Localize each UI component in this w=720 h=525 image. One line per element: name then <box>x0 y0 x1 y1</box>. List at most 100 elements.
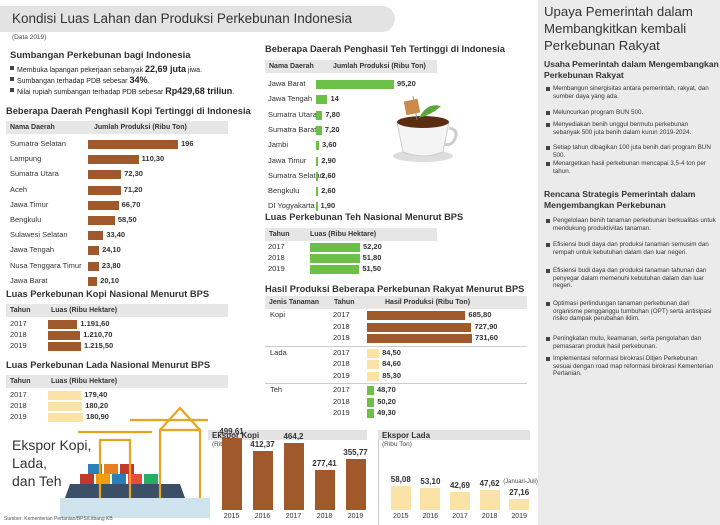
ekspor-kopi-bar <box>283 443 304 510</box>
teh-daerah-row-value: 3,60 <box>321 140 337 150</box>
kopi-daerah-col1: Nama Daerah <box>10 124 55 131</box>
hasil-value: 84,60 <box>382 359 401 368</box>
kopi-daerah-row-bar <box>88 185 121 195</box>
kopi-daerah-row-value: 66,70 <box>121 199 141 209</box>
hasil-year: 2017 <box>333 310 350 319</box>
kopi-luas-row-label: 2018 <box>10 330 27 340</box>
bullet-dot <box>10 88 14 92</box>
ekspor-title-1: Ekspor Kopi, <box>12 437 92 453</box>
lada-luas-row-label: 2017 <box>10 390 27 399</box>
sumbangan-value: 34% <box>129 75 148 85</box>
ekspor-kopi-header-band <box>208 430 367 440</box>
hasil-group-name: Kopi <box>270 310 286 319</box>
kopi-luas-row-bar <box>48 331 81 341</box>
kopi-daerah-row-value: 110,30 <box>141 154 165 164</box>
ekspor-title-2: Lada, <box>12 455 48 471</box>
usaha-item: Menyediakan benih unggul bermutu perkebu… <box>546 121 716 136</box>
teh-daerah-row: Bengkulu 2,60 <box>268 185 568 197</box>
hasil-value: 727,90 <box>474 321 498 331</box>
hasil-value: 685,80 <box>468 310 492 319</box>
teh-daerah-row-value: 2,60 <box>321 170 336 180</box>
header-band: Kondisi Luas Lahan dan Produksi Perkebun… <box>0 0 538 41</box>
lada-luas-row-bar <box>48 413 83 423</box>
ekspor-lada-year: 2015 <box>393 513 409 520</box>
teh-daerah-row-label: Bengkulu <box>268 186 300 196</box>
teh-luas-row-bar <box>310 243 360 252</box>
ekspor-lada-bar <box>450 492 470 510</box>
kopi-daerah-row-value: 196 <box>181 139 194 148</box>
kopi-daerah-row: Jawa Barat 20,10 <box>10 275 310 287</box>
ekspor-lada-value: 53,10 <box>420 477 441 487</box>
ekspor-lada-bar <box>390 486 411 510</box>
kopi-luas-col2: Luas (Ribu Hektare) <box>51 307 118 314</box>
kopi-daerah-row-bar <box>88 231 104 241</box>
ekspor-kopi-bar <box>345 458 366 510</box>
kopi-luas-row: 2017 1.191,60 <box>10 318 310 330</box>
teh-daerah-row-bar <box>316 110 323 120</box>
lada-luas-col2: Luas (Ribu Hektare) <box>51 378 118 385</box>
kopi-daerah-row: Lampung 110,30 <box>10 153 310 165</box>
hasil-value: 48,70 <box>376 385 396 394</box>
kopi-daerah-row-label: Jawa Barat <box>10 275 48 285</box>
teh-daerah-row-label: Jambi <box>268 140 289 150</box>
kopi-daerah-row-label: Jawa Tengah <box>10 245 55 255</box>
kopi-daerah-row-label: Sumatra Selatan <box>10 139 66 148</box>
kopi-daerah-row: Sumatra Utara 72,30 <box>10 168 310 180</box>
kopi-daerah-row-value: 71,20 <box>123 184 143 194</box>
hasil-produksi-title: Hasil Produksi Beberapa Perkebunan Rakya… <box>265 284 525 294</box>
sumbangan-item: Membuka lapangan pekerjaan sebanyak 22,6… <box>10 64 202 74</box>
hasil-value: 50,20 <box>377 396 396 406</box>
teh-luas-row-bar <box>310 254 360 264</box>
hasil-value: 84,50 <box>382 347 401 357</box>
hasil-bar <box>367 334 472 343</box>
kopi-luas-row: 2018 1.210,70 <box>10 329 310 341</box>
lada-luas-row: 2019 180,90 <box>10 411 310 423</box>
kopi-daerah-row-bar <box>88 140 178 149</box>
kopi-daerah-row-bar <box>88 200 119 210</box>
kopi-daerah-row-bar <box>88 155 139 165</box>
rencana-title: Rencana Strategis Pemerintah dalam Menge… <box>544 189 696 210</box>
ekspor-kopi-year: 2015 <box>223 513 240 520</box>
teh-daerah-row-label: Jawa Timur <box>268 155 307 165</box>
kopi-luas-row-value: 1.210,70 <box>83 330 113 340</box>
kopi-daerah-row: Aceh 71,20 <box>10 184 310 196</box>
kopi-luas-row: 2019 1.215,50 <box>10 340 310 352</box>
teh-daerah-row-value: 95,20 <box>397 79 416 88</box>
usaha-item: Meluncurkan program BUN 500. <box>546 109 716 117</box>
teh-luas-row: 2017 52,20 <box>268 241 568 253</box>
kopi-daerah-row-value: 58,50 <box>117 215 137 224</box>
rencana-item: Efisiensi budi daya dan produksi tanaman… <box>546 241 716 256</box>
kopi-daerah-col2: Jumlah Produksi (Ribu Ton) <box>94 124 187 131</box>
kopi-luas-row-value: 1.215,50 <box>84 341 114 351</box>
ekspor-lada-title: Ekspor Lada <box>382 431 431 440</box>
ekspor-kopi-year: 2017 <box>285 513 302 520</box>
sumbangan-text: Nilai rupiah sumbangan terhadap PDB sebe… <box>17 89 166 96</box>
kopi-daerah-row: Sulawesi Selatan 33,40 <box>10 229 310 241</box>
hasil-bar <box>367 397 375 407</box>
kopi-daerah-row: Jawa Timur 66,70 <box>10 199 310 211</box>
teh-luas-row-label: 2018 <box>268 253 285 263</box>
kopi-daerah-row-bar <box>88 246 100 256</box>
hasil-year: 2019 <box>333 333 350 342</box>
hasil-col1: Jenis Tanaman <box>269 299 320 306</box>
teh-daerah-row: Jawa Tengah 14 <box>268 93 568 105</box>
kopi-daerah-row: Nusa Tenggara Timur 23,80 <box>10 260 310 272</box>
teh-daerah-row: Sumatra Barat 7,20 <box>268 124 568 136</box>
kopi-daerah-row-value: 72,30 <box>124 169 143 179</box>
hasil-year: 2018 <box>333 359 350 368</box>
kopi-daerah-row-label: Bengkulu <box>10 215 42 224</box>
kopi-daerah-row-label: Sulawesi Selatan <box>10 230 68 240</box>
teh-luas-row-value: 52,20 <box>363 242 382 251</box>
sumbangan-title: Sumbangan Perkebunan bagi Indonesia <box>10 50 191 61</box>
hasil-col2: Tahun <box>334 299 355 306</box>
teh-daerah-title: Beberapa Daerah Penghasil Teh Tertinggi … <box>265 44 505 54</box>
sidebar-panel: Upaya Pemerintah dalam Membangkitkan kem… <box>538 0 720 525</box>
hasil-bar <box>367 386 374 395</box>
sidebar-title: Upaya Pemerintah dalam Membangkitkan kem… <box>544 4 693 53</box>
sumbangan-value: 22,69 juta <box>145 64 187 74</box>
teh-daerah-row: Jawa Timur 2,90 <box>268 155 568 167</box>
hasil-group-name: Teh <box>270 385 283 394</box>
kopi-daerah-row: Sumatra Selatan 196 <box>10 138 310 150</box>
hasil-year: 2018 <box>333 396 350 406</box>
teh-daerah-row: Sumatra Utara 7,80 <box>268 109 568 121</box>
